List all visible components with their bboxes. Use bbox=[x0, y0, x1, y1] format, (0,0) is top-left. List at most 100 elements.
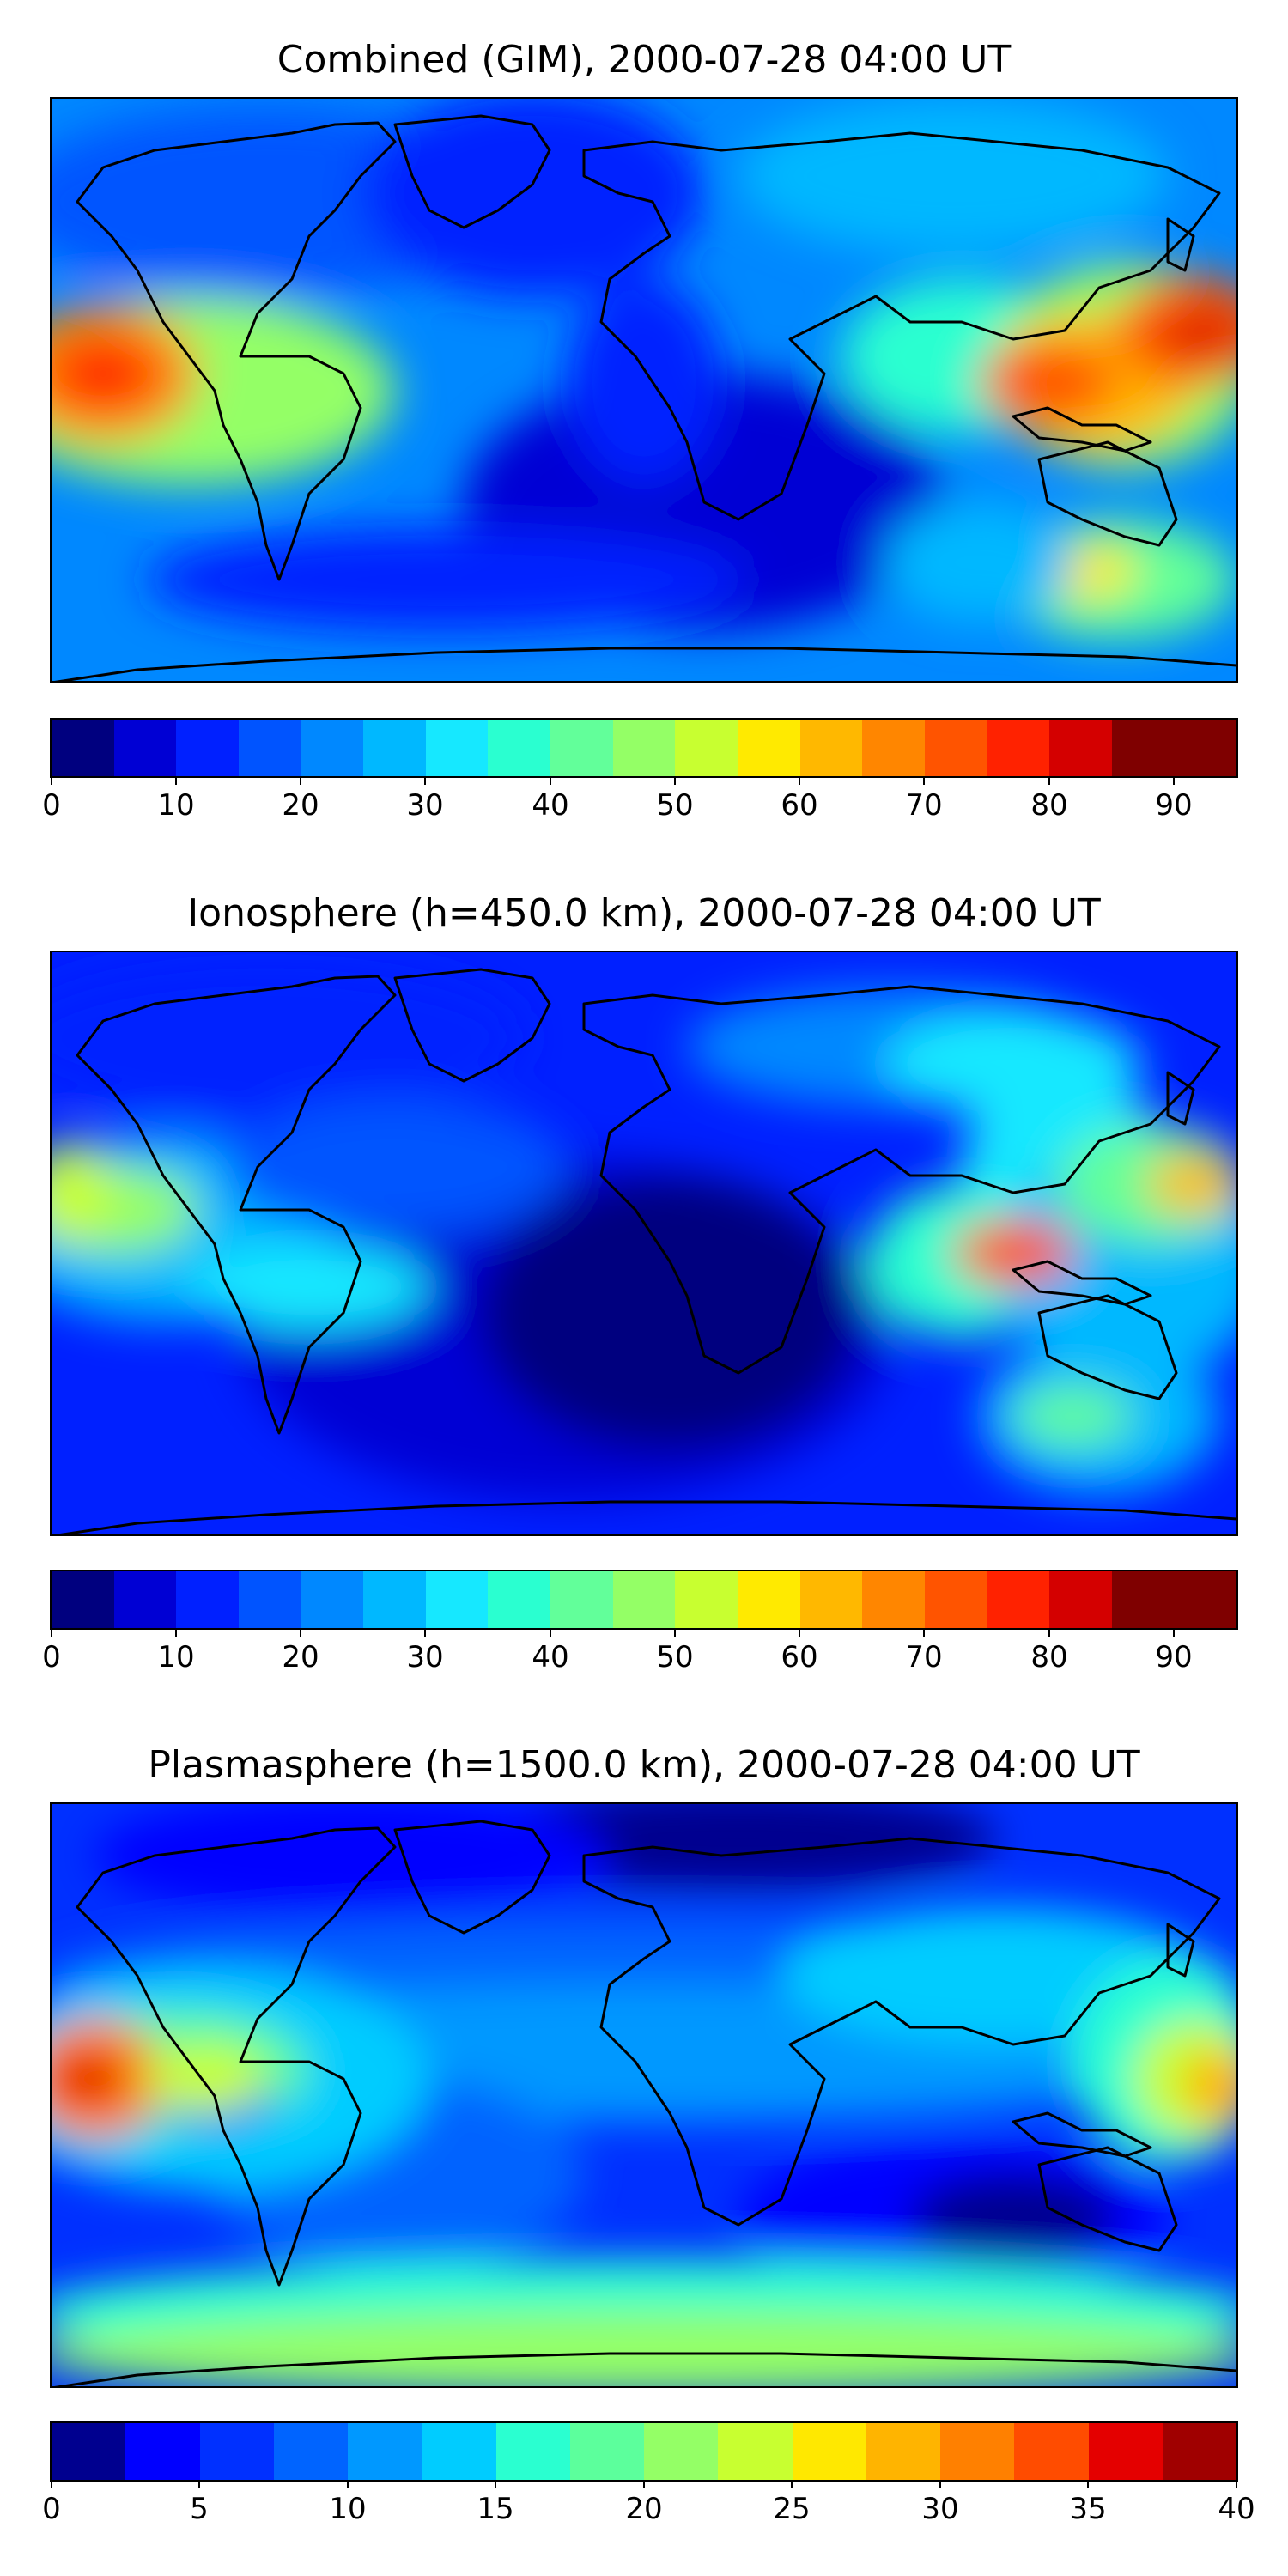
cbar-1-tick bbox=[300, 776, 301, 785]
cbar-3-seg bbox=[495, 2423, 570, 2480]
cbar-1-tick bbox=[175, 776, 177, 785]
cbar-1-tick-label: 80 bbox=[1030, 788, 1068, 823]
cbar-3-seg bbox=[718, 2423, 793, 2480]
cbar-3-tick-label: 15 bbox=[477, 2492, 514, 2526]
cbar-3-seg bbox=[792, 2423, 866, 2480]
panel-1-title: Combined (GIM), 2000-07-28 04:00 UT bbox=[276, 38, 1012, 82]
cbar-2-seg bbox=[488, 1571, 550, 1628]
cbar-1-seg bbox=[52, 720, 114, 776]
cbar-1-seg bbox=[675, 720, 738, 776]
cbar-2-seg bbox=[1174, 1571, 1236, 1628]
cbar-3-seg bbox=[125, 2423, 200, 2480]
cbar-2-seg bbox=[924, 1571, 987, 1628]
cbar-2-seg bbox=[363, 1571, 426, 1628]
cbar-3-tick bbox=[347, 2480, 349, 2488]
panel-3-colorbar bbox=[52, 2423, 1236, 2480]
cbar-2-tick-label: 50 bbox=[656, 1640, 694, 1674]
cbar-2-seg bbox=[425, 1571, 489, 1628]
panel-2-map bbox=[52, 952, 1236, 1534]
cbar-1-seg bbox=[987, 720, 1049, 776]
cbar-2-tick bbox=[550, 1628, 551, 1637]
cbar-3-seg bbox=[866, 2423, 940, 2480]
cbar-2-tick-label: 40 bbox=[532, 1640, 569, 1674]
cbar-1-tick-label: 50 bbox=[656, 788, 694, 823]
cbar-1-seg bbox=[612, 720, 676, 776]
cbar-3-seg bbox=[569, 2423, 644, 2480]
panel-1-coastlines bbox=[54, 114, 1236, 681]
cbar-3-tick bbox=[51, 2480, 52, 2488]
cbar-3-tick bbox=[791, 2480, 793, 2488]
cbar-2-seg bbox=[1049, 1571, 1112, 1628]
panel-1-map-svg bbox=[52, 99, 1236, 681]
cbar-1-seg bbox=[799, 720, 863, 776]
cbar-1-seg bbox=[862, 720, 925, 776]
cbar-3-tick-label: 25 bbox=[773, 2492, 811, 2526]
panel-2-map-svg bbox=[52, 952, 1236, 1534]
cbar-3-tick bbox=[939, 2480, 941, 2488]
cbar-2-tick-label: 20 bbox=[282, 1640, 319, 1674]
cbar-3-seg bbox=[644, 2423, 719, 2480]
panel-3-map-svg bbox=[52, 1804, 1236, 2386]
cbar-2-tick-label: 0 bbox=[42, 1640, 61, 1674]
cbar-1-tick-label: 40 bbox=[532, 788, 569, 823]
cbar-3-seg bbox=[199, 2423, 274, 2480]
cbar-2-tick-label: 30 bbox=[406, 1640, 444, 1674]
cbar-1-seg bbox=[176, 720, 239, 776]
cbar-2-tick bbox=[175, 1628, 177, 1637]
cbar-3-tick-label: 30 bbox=[921, 2492, 959, 2526]
cbar-3-seg bbox=[348, 2423, 422, 2480]
cbar-2-tick bbox=[1048, 1628, 1050, 1637]
cbar-1-seg bbox=[737, 720, 800, 776]
cbar-1-seg bbox=[425, 720, 489, 776]
cbar-2-seg bbox=[113, 1571, 177, 1628]
cbar-3-tick-label: 10 bbox=[329, 2492, 367, 2526]
cbar-3-seg bbox=[273, 2423, 348, 2480]
cbar-3-tick-label: 20 bbox=[625, 2492, 663, 2526]
cbar-1-tick-label: 10 bbox=[157, 788, 195, 823]
panel-1-map bbox=[52, 99, 1236, 681]
panel-2-colorbar bbox=[52, 1571, 1236, 1628]
cbar-2-seg bbox=[612, 1571, 676, 1628]
cbar-2-seg bbox=[176, 1571, 239, 1628]
cbar-1-seg bbox=[924, 720, 987, 776]
cbar-1-seg bbox=[488, 720, 550, 776]
panel-3-map bbox=[52, 1804, 1236, 2386]
cbar-3-seg bbox=[940, 2423, 1015, 2480]
cbar-3-tick bbox=[1087, 2480, 1089, 2488]
cbar-2-tick bbox=[674, 1628, 676, 1637]
cbar-1-tick-label: 90 bbox=[1155, 788, 1193, 823]
cbar-2-seg bbox=[799, 1571, 863, 1628]
cbar-2-tick bbox=[424, 1628, 426, 1637]
cbar-2-tick-label: 10 bbox=[157, 1640, 195, 1674]
cbar-3-tick-label: 0 bbox=[42, 2492, 61, 2526]
cbar-1-tick bbox=[424, 776, 426, 785]
cbar-3-tick-label: 5 bbox=[190, 2492, 209, 2526]
cbar-2-tick bbox=[923, 1628, 925, 1637]
cbar-2-tick-label: 80 bbox=[1030, 1640, 1068, 1674]
cbar-2-tick bbox=[1173, 1628, 1175, 1637]
cbar-1-tick-label: 60 bbox=[781, 788, 818, 823]
cbar-1-tick-label: 20 bbox=[282, 788, 319, 823]
cbar-1-seg bbox=[550, 720, 613, 776]
cbar-2-seg bbox=[550, 1571, 613, 1628]
cbar-2-seg bbox=[301, 1571, 364, 1628]
cbar-3-seg bbox=[1088, 2423, 1163, 2480]
cbar-1-tick bbox=[674, 776, 676, 785]
cbar-1-tick bbox=[1173, 776, 1175, 785]
cbar-3-tick bbox=[495, 2480, 496, 2488]
cbar-1-seg bbox=[1049, 720, 1112, 776]
cbar-1-seg bbox=[238, 720, 301, 776]
cbar-1-seg bbox=[363, 720, 426, 776]
cbar-2-tick bbox=[799, 1628, 800, 1637]
cbar-2-tick-label: 90 bbox=[1155, 1640, 1193, 1674]
cbar-3-tick-label: 35 bbox=[1069, 2492, 1107, 2526]
cbar-1-seg bbox=[1174, 720, 1236, 776]
panel-3-title: Plasmasphere (h=1500.0 km), 2000-07-28 0… bbox=[148, 1743, 1140, 1787]
cbar-3-seg bbox=[52, 2423, 126, 2480]
cbar-1-tick-label: 0 bbox=[42, 788, 61, 823]
cbar-1-seg bbox=[301, 720, 364, 776]
cbar-2-tick bbox=[51, 1628, 52, 1637]
cbar-3-seg bbox=[1162, 2423, 1236, 2480]
cbar-3-tick-label: 40 bbox=[1218, 2492, 1255, 2526]
panel-3-coastlines bbox=[54, 1820, 1236, 2386]
